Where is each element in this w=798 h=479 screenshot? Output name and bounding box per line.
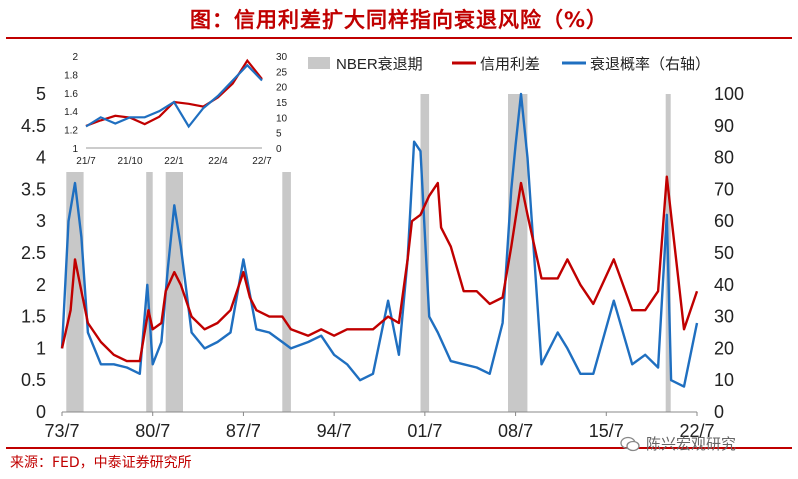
inset-x-tick-label: 21/7 bbox=[76, 156, 96, 167]
y-right-tick-label: 90 bbox=[714, 116, 734, 136]
x-tick-label: 94/7 bbox=[317, 421, 352, 440]
x-tick-label: 01/7 bbox=[407, 421, 442, 440]
watermark-text: 陈兴宏观研究 bbox=[646, 435, 737, 453]
inset-y-left-tick-label: 1.8 bbox=[64, 70, 78, 81]
inset-x-tick-label: 22/7 bbox=[252, 156, 272, 167]
x-tick-label: 73/7 bbox=[44, 421, 79, 440]
nber-recession-bar-1 bbox=[146, 94, 153, 412]
legend-swatch-nber bbox=[308, 57, 330, 69]
inset-series-line-recession-probability bbox=[85, 63, 263, 129]
y-left-tick-label: 3.5 bbox=[21, 179, 46, 199]
inset-y-right-tick-label: 15 bbox=[276, 98, 288, 109]
nber-recession-bar-0 bbox=[66, 94, 84, 412]
y-right-tick-label: 0 bbox=[714, 402, 724, 422]
x-tick-label: 22/7 bbox=[679, 421, 714, 440]
y-left-tick-label: 3 bbox=[36, 211, 46, 231]
watermark: 陈兴宏观研究 bbox=[620, 433, 736, 454]
x-tick-label: 87/7 bbox=[226, 421, 261, 440]
y-left-tick-label: 4 bbox=[36, 148, 46, 168]
y-right-tick-label: 60 bbox=[714, 211, 734, 231]
y-left-tick-label: 0 bbox=[36, 402, 46, 422]
wechat-icon bbox=[620, 436, 640, 451]
y-right-tick-label: 10 bbox=[714, 370, 734, 390]
y-left-tick-label: 4.5 bbox=[21, 116, 46, 136]
inset-x-tick-label: 22/4 bbox=[208, 156, 228, 167]
x-tick-label: 80/7 bbox=[135, 421, 170, 440]
y-left-tick-label: 5 bbox=[36, 84, 46, 104]
inset-y-left-tick-label: 1 bbox=[72, 144, 78, 155]
x-tick-label: 08/7 bbox=[498, 421, 533, 440]
inset-y-right-tick-label: 0 bbox=[276, 144, 282, 155]
y-right-tick-label: 20 bbox=[714, 338, 734, 358]
y-right-tick-label: 80 bbox=[714, 148, 734, 168]
inset-y-left-tick-label: 1.6 bbox=[64, 89, 78, 100]
nber-recession-bar-3 bbox=[282, 94, 291, 412]
y-right-tick-label: 30 bbox=[714, 307, 734, 327]
inset-y-left-tick-label: 1.2 bbox=[64, 126, 78, 137]
legend-label-nber: NBER衰退期 bbox=[336, 56, 423, 73]
nber-recession-bar-2 bbox=[165, 94, 183, 412]
x-tick-label: 15/7 bbox=[589, 421, 624, 440]
inset-y-right-tick-label: 30 bbox=[276, 52, 288, 63]
title-divider bbox=[6, 37, 792, 39]
series-line-recession-probability bbox=[60, 92, 699, 388]
inset-y-right-tick-label: 20 bbox=[276, 83, 288, 94]
inset-y-right-tick-label: 25 bbox=[276, 67, 288, 78]
legend-label-credit-spread: 信用利差 bbox=[480, 56, 540, 73]
source-note: 来源：FED，中泰证券研究所 bbox=[10, 455, 192, 471]
inset-background bbox=[62, 44, 298, 172]
inset-x-tick-label: 21/10 bbox=[117, 156, 142, 167]
y-right-tick-label: 40 bbox=[714, 275, 734, 295]
inset-y-left-tick-label: 2 bbox=[72, 52, 78, 63]
y-left-tick-label: 1.5 bbox=[21, 307, 46, 327]
y-left-tick-label: 1 bbox=[36, 338, 46, 358]
y-right-tick-label: 50 bbox=[714, 243, 734, 263]
inset-y-right-tick-label: 10 bbox=[276, 113, 288, 124]
footer-divider bbox=[6, 447, 792, 449]
y-left-tick-label: 0.5 bbox=[21, 370, 46, 390]
legend-label-recession-probability: 衰退概率（右轴） bbox=[590, 56, 710, 73]
inset-x-tick-label: 22/1 bbox=[164, 156, 184, 167]
y-left-tick-label: 2 bbox=[36, 275, 46, 295]
y-right-tick-label: 100 bbox=[714, 84, 744, 104]
chart-title: 图：信用利差扩大同样指向衰退风险（%） bbox=[189, 8, 609, 32]
inset-y-left-tick-label: 1.4 bbox=[64, 107, 78, 118]
y-right-tick-label: 70 bbox=[714, 179, 734, 199]
y-left-tick-label: 2.5 bbox=[21, 243, 46, 263]
inset-y-right-tick-label: 5 bbox=[276, 129, 282, 140]
main-chart: 73/7 80/7 87/7 94/7 01/7 08/7 15/7 22/700.511.5… bbox=[20, 44, 745, 440]
series-line-credit-spread bbox=[60, 175, 699, 363]
